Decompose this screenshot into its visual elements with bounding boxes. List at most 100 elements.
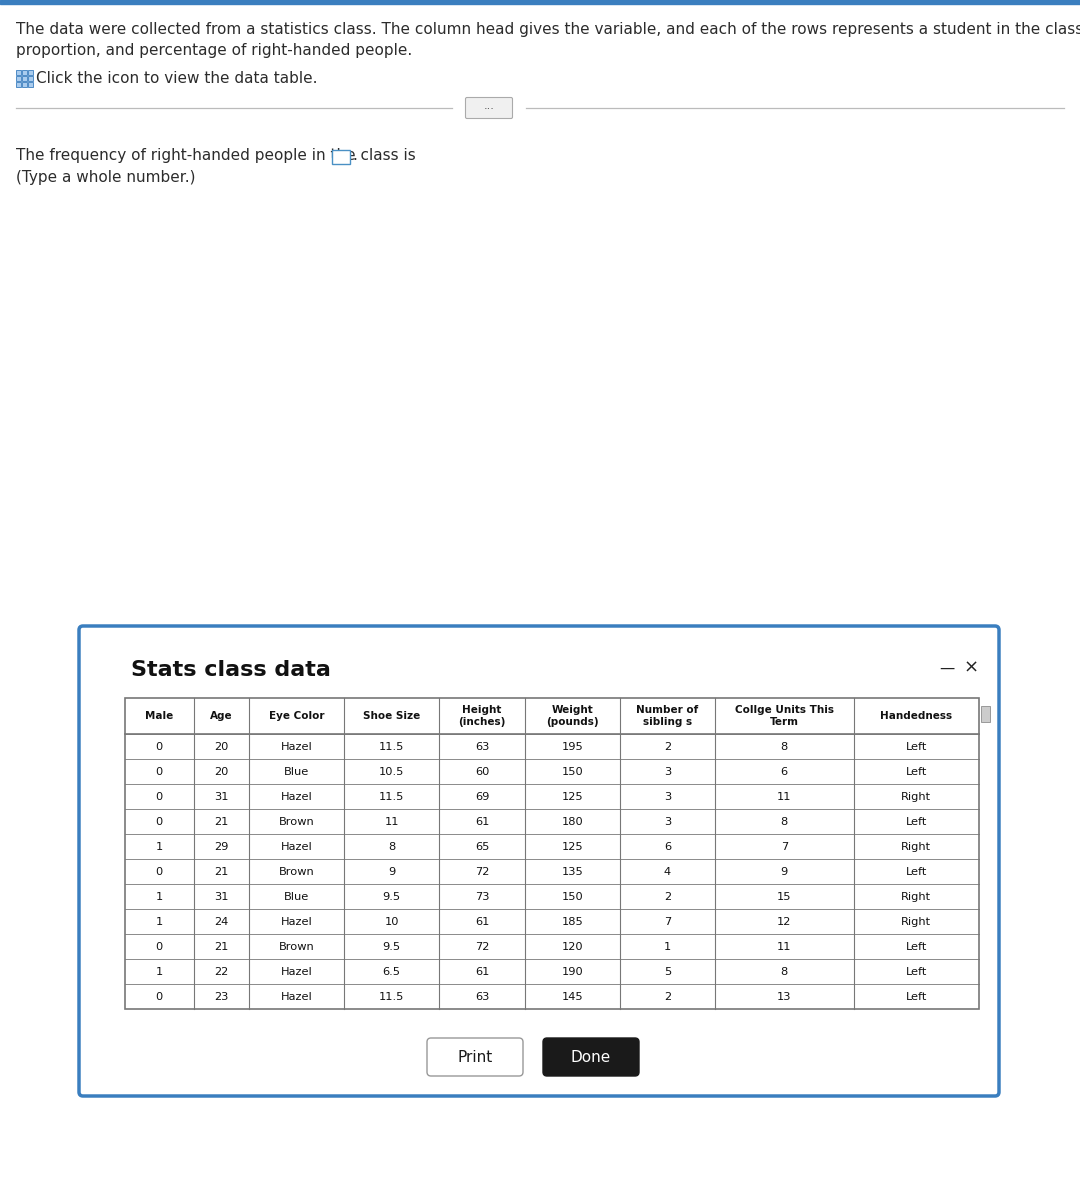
Text: ···: ··· (484, 104, 495, 114)
Text: 0: 0 (156, 942, 163, 951)
Text: proportion, and percentage of right-handed people.: proportion, and percentage of right-hand… (16, 43, 413, 59)
Text: 72: 72 (475, 942, 489, 951)
Text: 4: 4 (664, 866, 671, 876)
Text: 0: 0 (156, 791, 163, 802)
Text: 10: 10 (384, 917, 399, 926)
Text: (Type a whole number.): (Type a whole number.) (16, 170, 195, 185)
Text: 1: 1 (156, 917, 163, 926)
Text: 65: 65 (475, 841, 489, 852)
Text: 180: 180 (562, 816, 583, 827)
Text: 7: 7 (664, 917, 671, 926)
Text: Height
(inches): Height (inches) (458, 705, 505, 728)
Text: 145: 145 (562, 992, 583, 1001)
Text: Age: Age (210, 711, 232, 721)
Text: 8: 8 (781, 967, 788, 976)
Text: Left: Left (906, 816, 927, 827)
Text: 190: 190 (562, 967, 583, 976)
Text: 2: 2 (664, 992, 671, 1001)
Bar (332, 151, 350, 164)
Text: 2: 2 (664, 742, 671, 752)
Text: 3: 3 (664, 766, 671, 777)
Text: ×: × (963, 658, 978, 678)
Text: 0: 0 (156, 816, 163, 827)
Bar (16, 71, 21, 75)
Text: 61: 61 (475, 816, 489, 827)
Text: Blue: Blue (284, 766, 309, 777)
Text: Left: Left (906, 992, 927, 1001)
Text: 11: 11 (384, 816, 399, 827)
Text: 13: 13 (777, 992, 792, 1001)
Text: 22: 22 (214, 967, 229, 976)
Text: 73: 73 (475, 891, 489, 901)
Text: 8: 8 (781, 816, 788, 827)
Bar (125, 698, 978, 1009)
Text: .: . (352, 148, 356, 163)
Bar (22, 76, 27, 81)
Bar (0, 0, 1080, 4)
Text: 6: 6 (664, 841, 671, 852)
Text: 0: 0 (156, 766, 163, 777)
Text: 1: 1 (156, 967, 163, 976)
Text: 9.5: 9.5 (382, 942, 401, 951)
Text: Left: Left (906, 967, 927, 976)
Text: 1: 1 (664, 942, 671, 951)
FancyBboxPatch shape (981, 706, 990, 722)
Text: 29: 29 (214, 841, 229, 852)
Text: Blue: Blue (284, 891, 309, 901)
Bar (16, 82, 21, 87)
Bar (28, 76, 33, 81)
Text: Eye Color: Eye Color (269, 711, 324, 721)
Text: 63: 63 (475, 992, 489, 1001)
Text: 63: 63 (475, 742, 489, 752)
Text: Shoe Size: Shoe Size (363, 711, 420, 721)
Text: 15: 15 (777, 891, 792, 901)
Text: 2: 2 (664, 891, 671, 901)
Text: Brown: Brown (279, 942, 314, 951)
Text: 21: 21 (214, 866, 229, 876)
Bar (28, 71, 33, 75)
Text: 195: 195 (562, 742, 583, 752)
Text: 31: 31 (214, 791, 229, 802)
Text: Brown: Brown (279, 816, 314, 827)
Text: Hazel: Hazel (281, 967, 312, 976)
Text: 150: 150 (562, 891, 583, 901)
Text: 6: 6 (781, 766, 788, 777)
Text: 72: 72 (475, 866, 489, 876)
Text: 7: 7 (781, 841, 788, 852)
Text: 24: 24 (214, 917, 229, 926)
Text: Weight
(pounds): Weight (pounds) (546, 705, 598, 728)
Text: 11.5: 11.5 (379, 992, 404, 1001)
Text: 120: 120 (562, 942, 583, 951)
Text: 21: 21 (214, 942, 229, 951)
Text: Left: Left (906, 942, 927, 951)
Text: Number of
sibling s: Number of sibling s (636, 705, 699, 728)
Text: 60: 60 (475, 766, 489, 777)
Text: 0: 0 (156, 992, 163, 1001)
Text: 10.5: 10.5 (379, 766, 404, 777)
Text: 135: 135 (562, 866, 583, 876)
Text: 9: 9 (781, 866, 788, 876)
FancyBboxPatch shape (427, 1038, 523, 1076)
Text: Hazel: Hazel (281, 992, 312, 1001)
Text: 11.5: 11.5 (379, 791, 404, 802)
Text: Print: Print (457, 1049, 492, 1065)
Bar (22, 71, 27, 75)
Bar (16, 76, 21, 81)
Text: Left: Left (906, 742, 927, 752)
Text: 11: 11 (777, 942, 792, 951)
FancyBboxPatch shape (79, 626, 999, 1096)
Text: 31: 31 (214, 891, 229, 901)
Text: 150: 150 (562, 766, 583, 777)
Text: Done: Done (571, 1049, 611, 1065)
Text: 61: 61 (475, 917, 489, 926)
Text: 8: 8 (388, 841, 395, 852)
Text: 9.5: 9.5 (382, 891, 401, 901)
Text: —: — (940, 661, 955, 675)
FancyBboxPatch shape (465, 98, 513, 118)
Text: 20: 20 (214, 766, 229, 777)
Text: 125: 125 (562, 841, 583, 852)
Text: Right: Right (901, 917, 931, 926)
Text: 5: 5 (664, 967, 671, 976)
Text: 20: 20 (214, 742, 229, 752)
Text: 9: 9 (388, 866, 395, 876)
